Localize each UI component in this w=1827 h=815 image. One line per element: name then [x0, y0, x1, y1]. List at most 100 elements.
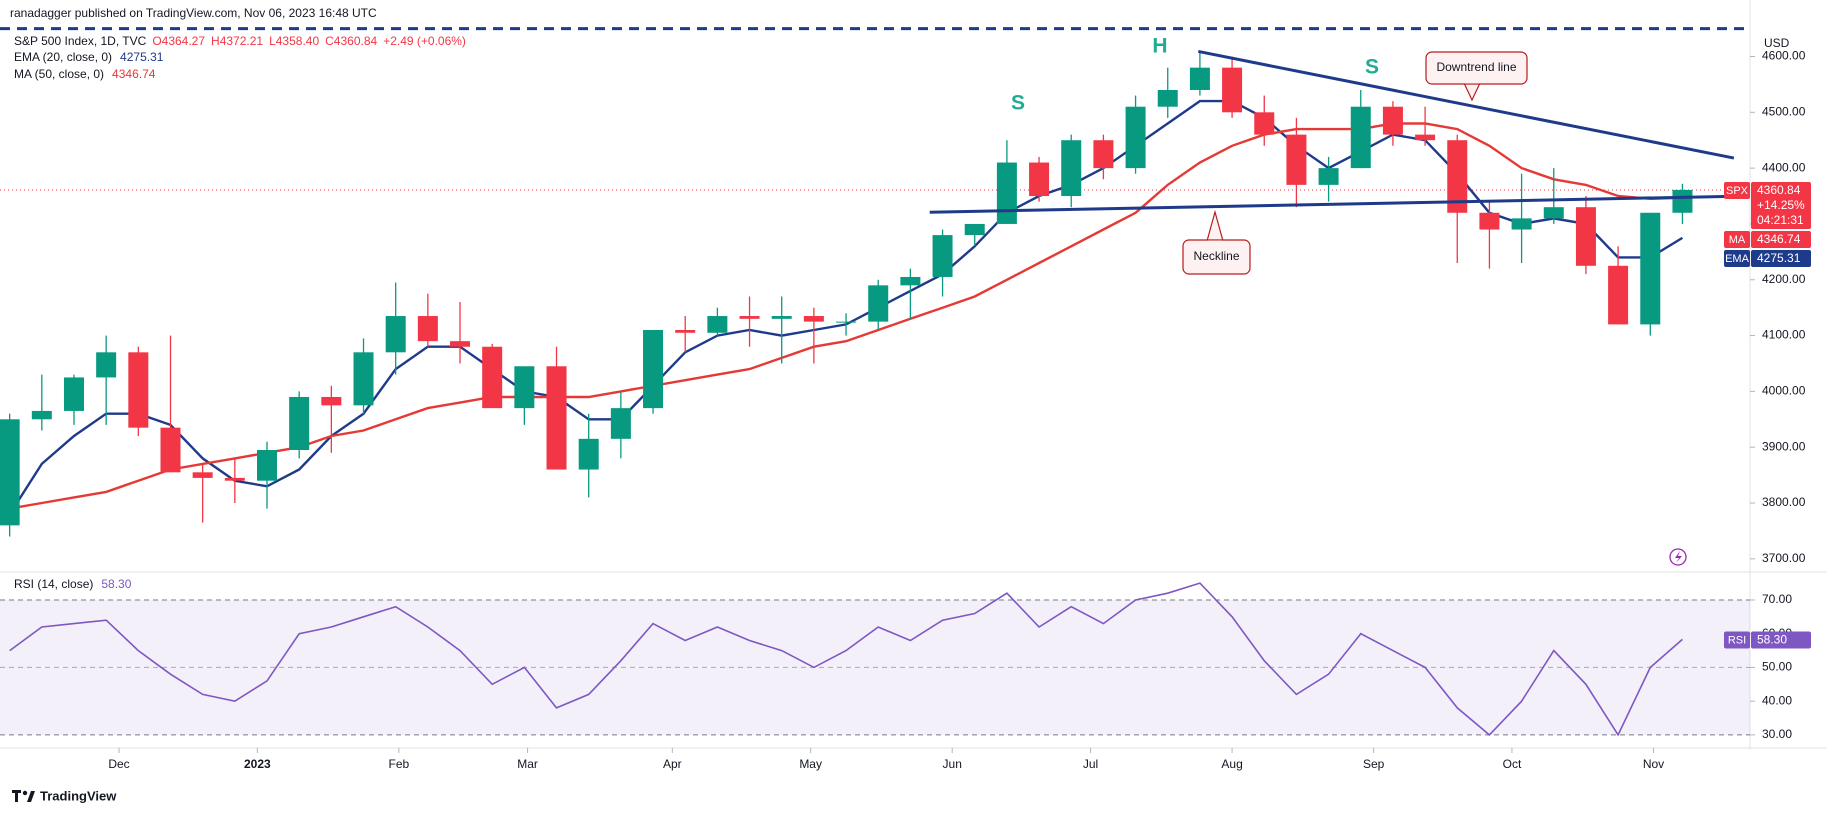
legend-item: RSI (14, close)	[14, 577, 93, 591]
replay-icon	[1669, 548, 1687, 566]
candle-body	[385, 316, 406, 353]
candle-body	[321, 396, 342, 406]
callout-pointer	[1206, 209, 1224, 242]
y-tick-label: 4100.00	[1762, 328, 1806, 342]
price-label-box	[1751, 249, 1811, 267]
rsi-label: 58.30	[1757, 633, 1787, 647]
candle-body	[900, 276, 921, 286]
legend-item: O4364.27	[152, 34, 205, 48]
x-tick-label: Nov	[1643, 757, 1664, 771]
price-tag-name: EMA	[1725, 253, 1750, 265]
y-tick-label: 3900.00	[1762, 439, 1806, 453]
candle-body	[514, 366, 535, 409]
rsi-y-tick-label: 40.00	[1762, 693, 1792, 707]
legend-row: EMA (20, close, 0) 4275.31	[14, 50, 164, 64]
price-tag-name: SPX	[1726, 185, 1749, 197]
y-tick-label: 3700.00	[1762, 551, 1806, 565]
legend-row: S&P 500 Index, 1D, TVC O4364.27 H4372.21 L4…	[14, 34, 466, 48]
legend-item: 4275.31	[120, 50, 164, 64]
x-tick-label: 2023	[244, 757, 271, 771]
currency: USD	[1764, 36, 1790, 50]
publisher-header: ranadagger published on TradingView.com,…	[10, 6, 377, 20]
callout-box	[1182, 239, 1251, 275]
callout-label: Neckline	[1193, 249, 1239, 263]
candle-body	[1447, 140, 1468, 213]
rsi-y-tick-label: 70.00	[1762, 592, 1792, 606]
candle-body	[1093, 140, 1114, 169]
rsi-line	[9, 582, 1683, 737]
rsi-tag	[1724, 631, 1750, 649]
candle-body	[707, 316, 728, 333]
rsi-label-box	[1751, 631, 1811, 649]
candle-body	[836, 321, 857, 323]
candle-body	[257, 449, 278, 481]
price-label-box	[1751, 181, 1811, 229]
candle-body	[1318, 168, 1339, 185]
x-tick-label: Dec	[108, 757, 129, 771]
rsi-tag-name: RSI	[1728, 634, 1746, 646]
candle-body	[1189, 67, 1210, 90]
tradingview-logo	[12, 790, 35, 802]
candle-body	[1382, 106, 1403, 135]
x-tick-label: Sep	[1363, 757, 1385, 771]
price-tag	[1724, 249, 1750, 267]
candle-body	[128, 352, 149, 428]
price-label: 4346.74	[1757, 232, 1801, 246]
candle-body	[1254, 112, 1275, 135]
candle-body	[1286, 134, 1307, 185]
candle-body	[353, 352, 374, 406]
legend-row: MA (50, close, 0) 4346.74	[14, 67, 156, 81]
y-tick-label: 4200.00	[1762, 272, 1806, 286]
candle-body	[160, 427, 181, 473]
legend-item: C4360.84	[325, 34, 377, 48]
price-label: 4275.31	[1757, 251, 1801, 265]
legend-item: MA (50, close, 0)	[14, 67, 104, 81]
price-tag-name: MA	[1729, 234, 1746, 246]
price-tag	[1724, 181, 1750, 199]
trend-line	[1198, 49, 1735, 160]
candle-body	[578, 438, 599, 470]
trend-line	[929, 194, 1749, 214]
candle-body	[63, 377, 84, 411]
candle-body	[803, 316, 824, 322]
candle-body	[1125, 106, 1146, 169]
candle-body	[1608, 265, 1629, 325]
candle-body	[289, 396, 310, 450]
legend-item: H4372.21	[211, 34, 263, 48]
y-tick-label: 4000.00	[1762, 384, 1806, 398]
legend-item: 58.30	[101, 577, 131, 591]
y-tick-label: 4400.00	[1762, 160, 1806, 174]
candle-body	[1157, 89, 1178, 107]
callout-label: Downtrend line	[1436, 60, 1516, 74]
legend-item: L4358.40	[269, 34, 319, 48]
callout-box	[1425, 51, 1528, 85]
candle-body	[482, 346, 503, 409]
pattern-label: S	[1365, 56, 1379, 79]
legend-row: RSI (14, close) 58.30	[14, 577, 132, 591]
x-tick-label: Oct	[1503, 757, 1522, 771]
x-tick-label: May	[799, 757, 822, 771]
candle-body	[1061, 140, 1082, 197]
price-label-extra: 04:21:31	[1757, 213, 1804, 227]
x-tick-label: Jul	[1083, 757, 1098, 771]
candle-body	[31, 410, 52, 420]
candle-body	[1640, 212, 1661, 325]
x-tick-label: Feb	[389, 757, 410, 771]
candle-body	[1350, 106, 1371, 169]
candle-body	[739, 316, 760, 319]
price-tag	[1724, 230, 1750, 248]
y-tick-label: 4500.00	[1762, 104, 1806, 118]
candle-body	[224, 477, 245, 481]
candle-body	[1575, 207, 1596, 266]
candle-body	[192, 472, 213, 478]
candle-body	[1479, 212, 1500, 230]
candle-body	[1511, 218, 1532, 230]
price-label-extra: +14.25%	[1757, 198, 1805, 212]
legend-item: +2.49 (+0.06%)	[383, 34, 466, 48]
footer-brand: TradingView	[40, 788, 117, 803]
candle-body	[996, 162, 1017, 224]
callout-pointer	[1463, 82, 1481, 102]
legend-item: S&P 500 Index, 1D, TVC	[14, 34, 147, 48]
candle-body	[964, 223, 985, 236]
